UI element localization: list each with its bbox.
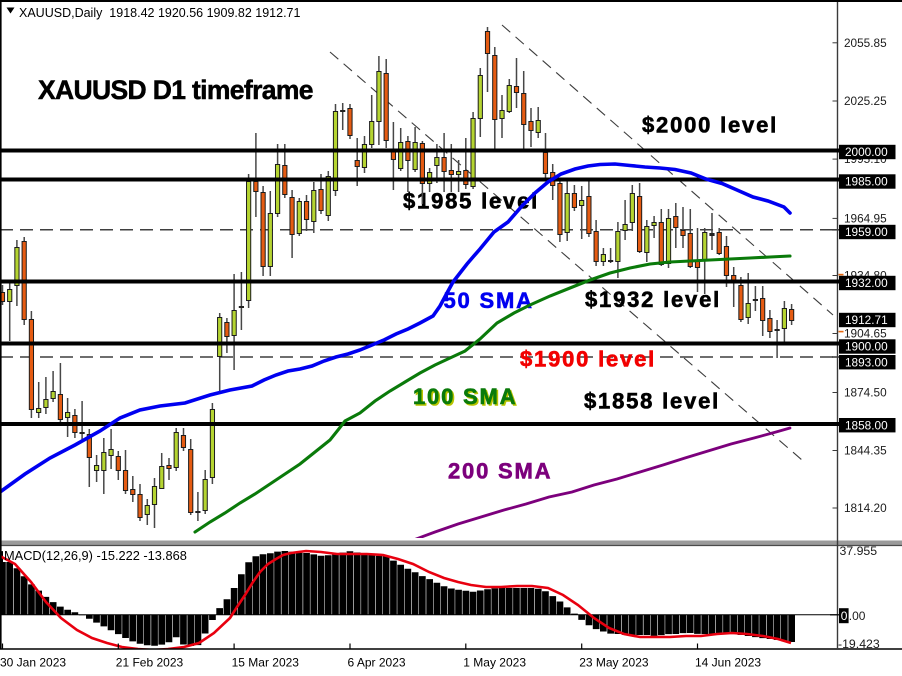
svg-text:15 Mar 2023: 15 Mar 2023 — [232, 656, 300, 670]
svg-text:XAUUSD D1 timeframe: XAUUSD D1 timeframe — [38, 75, 313, 105]
svg-text:1844.35: 1844.35 — [844, 444, 887, 458]
svg-text:2025.25: 2025.25 — [844, 94, 887, 108]
svg-text:1814.20: 1814.20 — [844, 501, 887, 515]
svg-text:21 Feb 2023: 21 Feb 2023 — [116, 656, 184, 670]
svg-text:$1932 level: $1932 level — [585, 287, 721, 312]
svg-text:1959.00: 1959.00 — [845, 225, 888, 239]
svg-text:1858.00: 1858.00 — [845, 418, 888, 432]
svg-text:$1985 level: $1985 level — [403, 189, 539, 214]
svg-text:1874.50: 1874.50 — [844, 386, 887, 400]
svg-text:50 SMA: 50 SMA — [444, 288, 534, 313]
svg-text:100 SMA: 100 SMA — [413, 384, 517, 409]
svg-text:XAUUSD,Daily 1918.42 1920.56: XAUUSD,Daily 1918.42 1920.56 1909.82 191… — [19, 6, 300, 20]
svg-text:200 SMA: 200 SMA — [448, 459, 552, 484]
svg-text:1932.00: 1932.00 — [845, 276, 888, 290]
svg-text:1904.65: 1904.65 — [844, 327, 887, 341]
svg-text:2055.85: 2055.85 — [844, 36, 887, 50]
svg-text:1985.00: 1985.00 — [845, 175, 888, 189]
svg-text:-19.423: -19.423 — [838, 637, 880, 651]
svg-text:2000.00: 2000.00 — [845, 145, 888, 159]
svg-text:$1858 level: $1858 level — [584, 389, 720, 414]
svg-text:1964.95: 1964.95 — [844, 211, 887, 225]
svg-text:1893.00: 1893.00 — [845, 355, 888, 369]
svg-text:.00: .00 — [849, 609, 866, 623]
svg-text:MACD(12,26,9) -15.222 -13.868: MACD(12,26,9) -15.222 -13.868 — [4, 548, 187, 563]
svg-text:6 Apr 2023: 6 Apr 2023 — [348, 656, 406, 670]
svg-text:0: 0 — [841, 609, 848, 623]
svg-text:14 Jun 2023: 14 Jun 2023 — [695, 656, 761, 670]
svg-text:$1900 level: $1900 level — [520, 347, 656, 372]
svg-text:30 Jan 2023: 30 Jan 2023 — [0, 656, 66, 670]
svg-text:1900.00: 1900.00 — [845, 340, 888, 354]
svg-text:100 SMA: 100 SMA — [415, 386, 519, 411]
svg-text:1 May 2023: 1 May 2023 — [463, 656, 526, 670]
svg-text:37.955: 37.955 — [840, 544, 878, 558]
svg-text:1912.71: 1912.71 — [845, 313, 888, 327]
svg-text:23 May 2023: 23 May 2023 — [579, 656, 649, 670]
svg-text:$2000 level: $2000 level — [642, 113, 778, 138]
